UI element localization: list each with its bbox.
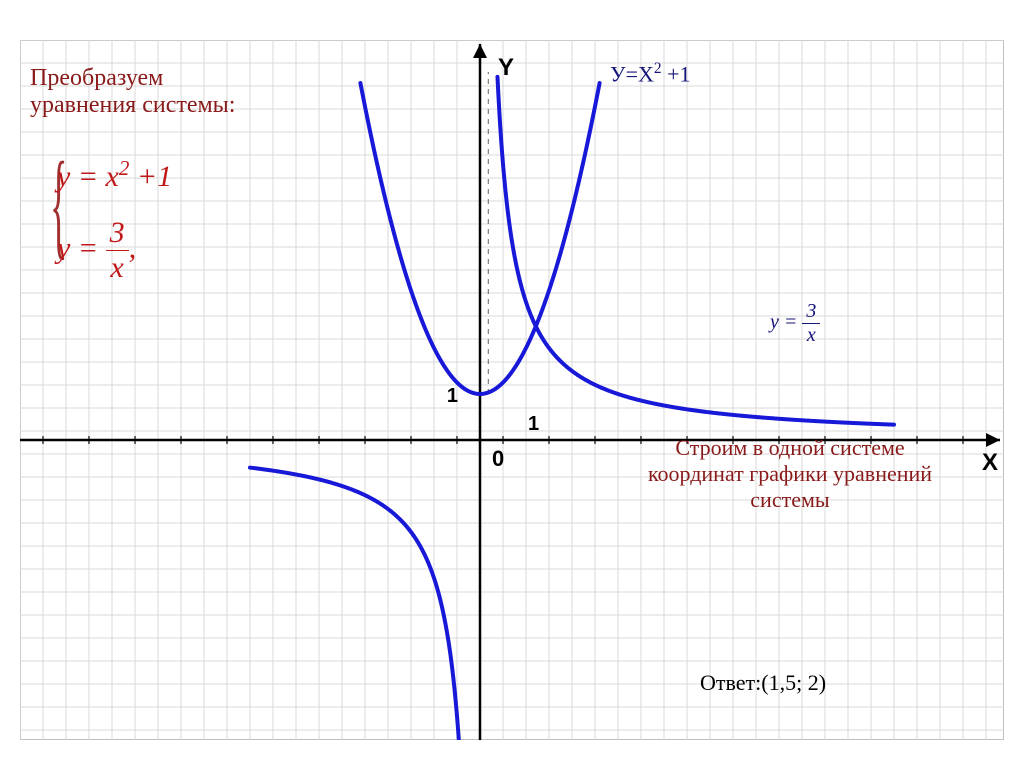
equation-1: y = x2 +1 xyxy=(57,156,172,194)
parabola-eq-label: У=Х2 +1 xyxy=(610,60,691,87)
transform-title: Преобразуем уравнения системы: xyxy=(30,65,235,119)
svg-text:X: X xyxy=(982,449,998,476)
svg-text:1: 1 xyxy=(447,385,458,407)
equation-2: y = 3x, xyxy=(57,216,172,285)
answer-text: Ответ:(1,5; 2) xyxy=(700,670,826,696)
svg-text:Y: Y xyxy=(498,54,514,81)
instruction-text: Строим в одной системе координат графики… xyxy=(605,435,975,513)
grid xyxy=(20,40,1004,740)
svg-text:1: 1 xyxy=(528,413,539,435)
equation-system: y = x2 +1 y = 3x, xyxy=(45,150,172,285)
chart-plot: Y X 0 1 1 xyxy=(20,40,1004,740)
svg-text:0: 0 xyxy=(492,446,504,471)
hyperbola-eq-label: y = 3x xyxy=(770,300,820,347)
